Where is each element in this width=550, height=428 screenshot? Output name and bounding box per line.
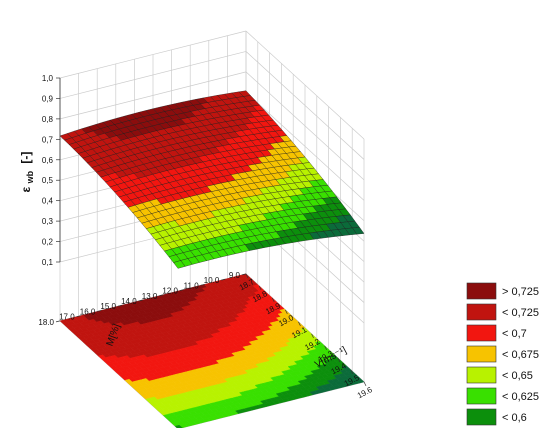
z-tick-label: 0,6: [42, 156, 54, 165]
z-axis-label: ε wb [-]: [19, 152, 36, 193]
y-tick-label: 13.0: [142, 292, 158, 301]
z-tick-label: 1,0: [42, 74, 54, 83]
legend-swatch: [466, 366, 497, 384]
legend-swatch: [466, 303, 497, 321]
y-tick-mark: [97, 310, 102, 312]
legend-swatch: [466, 408, 497, 426]
z-tick-label: 0,9: [42, 94, 54, 103]
z-tick-label: 0,8: [42, 115, 54, 124]
y-tick-label: 10.0: [204, 276, 220, 285]
svg-text:ε wb [-]: ε wb [-]: [19, 152, 36, 193]
z-axis-label-unit: [-]: [19, 152, 33, 164]
y-tick-mark: [221, 278, 226, 281]
z-axis-label-symbol: ε: [19, 186, 33, 192]
x-tick-mark: [258, 285, 262, 291]
y-tick-mark: [241, 273, 247, 276]
y-tick-mark: [55, 320, 61, 323]
x-tick-mark: [363, 381, 367, 387]
x-tick-mark: [298, 321, 301, 327]
y-tick-mark: [179, 289, 185, 291]
x-tick-mark: [245, 273, 249, 279]
z-tick-label: 0,1: [42, 258, 54, 267]
surface-patch: [173, 260, 186, 269]
y-tick-mark: [117, 304, 123, 307]
y-tick-label: 14.0: [121, 297, 137, 306]
legend-label: < 0,6: [502, 412, 527, 424]
legend-label: < 0,7: [502, 328, 527, 340]
legend-label: < 0,675: [502, 349, 539, 361]
y-tick-label: 11.0: [184, 281, 200, 290]
x-tick-mark: [285, 309, 288, 315]
y-tick-mark: [159, 294, 164, 297]
legend-label: < 0,725: [502, 307, 539, 319]
legend-swatch: [466, 324, 497, 342]
x-tick-mark: [324, 345, 327, 351]
y-tick-label: 12.0: [162, 287, 178, 296]
legend-label: > 0,725: [502, 286, 539, 298]
y-tick-label: 15.0: [100, 302, 116, 311]
y-tick-mark: [200, 283, 205, 286]
y-tick-label: 9.0: [229, 271, 241, 280]
x-tick-mark: [311, 333, 314, 339]
z-tick-label: 0,5: [42, 176, 54, 185]
y-tick-label: 16.0: [80, 307, 96, 316]
y-tick-label: 17.0: [59, 313, 75, 322]
y-tick-mark: [138, 299, 143, 302]
legend-swatch: [466, 387, 497, 405]
x-tick-mark: [350, 369, 354, 375]
z-tick-label: 0,7: [42, 135, 54, 144]
z-tick-label: 0,2: [42, 238, 54, 247]
y-tick-mark: [76, 315, 81, 317]
z-tick-label: 0,4: [42, 197, 54, 206]
contour-floor: [59, 273, 365, 428]
z-axis-label-subscript: wb: [25, 170, 35, 184]
z-tick-label: 0,3: [42, 217, 54, 226]
x-tick-label: 19.6: [356, 385, 374, 401]
y-tick-label: 18.0: [38, 318, 54, 327]
legend: > 0,725 < 0,725 < 0,7 < 0,675 < 0,65 < 0,625 <…: [466, 282, 539, 426]
x-tick-mark: [271, 297, 275, 303]
x-tick-mark: [337, 357, 341, 363]
response-surface: [59, 90, 365, 269]
legend-swatch: [466, 282, 497, 300]
legend-label: < 0,625: [502, 391, 539, 403]
legend-label: < 0,65: [502, 370, 533, 382]
legend-swatch: [466, 345, 497, 363]
